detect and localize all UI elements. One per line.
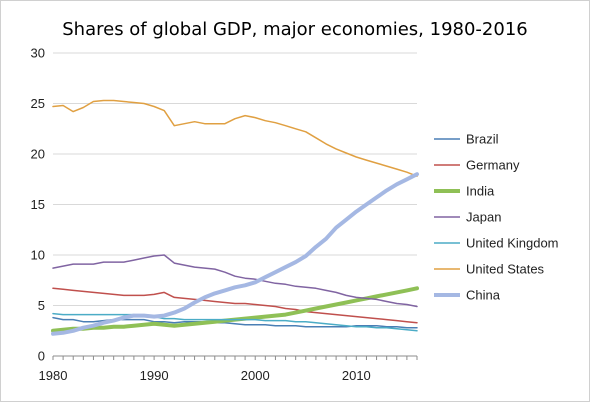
x-tick-label: 1980	[39, 368, 68, 383]
chart-title: Shares of global GDP, major economies, 1…	[62, 19, 528, 40]
series-lines	[51, 99, 419, 336]
legend-label: Japan	[466, 210, 501, 225]
legend: Brazil Germany India Japan United Kingdom Uni…	[434, 132, 559, 303]
y-tick-label: 20	[31, 147, 45, 162]
legend-label: United States	[466, 262, 545, 277]
series-line-germany	[52, 287, 418, 324]
x-tick-label: 2000	[241, 368, 270, 383]
axes: 0 5 10 15 20 25 30 1980 1990 2000 2010	[31, 46, 418, 383]
legend-label: Brazil	[466, 132, 499, 147]
legend-label: India	[466, 184, 495, 199]
y-tick-label: 30	[31, 46, 45, 61]
y-tick-label: 10	[31, 248, 45, 263]
y-tick-label: 15	[31, 197, 45, 212]
legend-label: United Kingdom	[466, 236, 559, 251]
series-line-japan	[52, 254, 418, 308]
y-tick-label: 5	[38, 298, 45, 313]
series-line-united-states	[52, 99, 418, 177]
legend-label: China	[466, 288, 501, 303]
y-tick-label: 0	[38, 349, 45, 364]
legend-label: Germany	[466, 158, 520, 173]
x-tick-label: 1990	[140, 368, 169, 383]
y-tick-label: 25	[31, 96, 45, 111]
series-line-china	[51, 172, 419, 336]
gridlines	[53, 52, 417, 306]
x-tick-label: 2010	[342, 368, 371, 383]
series-line-united-kingdom	[52, 312, 418, 332]
